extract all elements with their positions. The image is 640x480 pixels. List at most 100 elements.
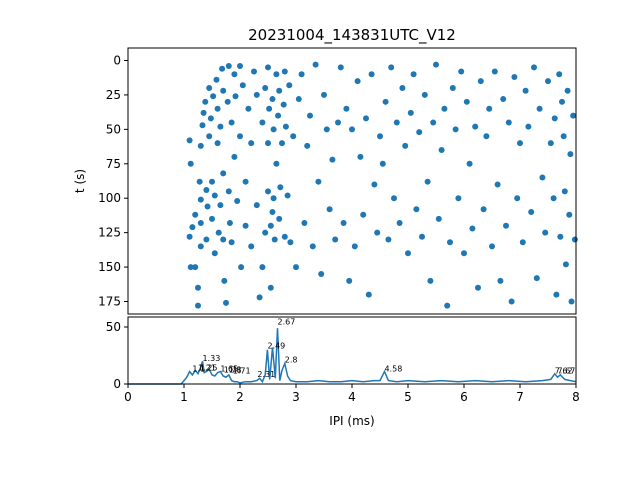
raster-point bbox=[477, 78, 484, 85]
raster-point bbox=[220, 236, 227, 243]
raster-point bbox=[391, 195, 397, 202]
raster-point bbox=[435, 215, 442, 222]
ipi-peak-annotations: 1.11.331.211.25 1.651.711.81.71 2.49 2.31 2.… bbox=[192, 318, 575, 379]
raster-point bbox=[567, 151, 574, 158]
raster-point bbox=[553, 291, 560, 298]
raster-point bbox=[192, 264, 199, 271]
ipi-x-ticks: 0 1 2 3 4 5 6 7 8 bbox=[124, 384, 580, 404]
raster-point bbox=[269, 208, 276, 215]
ipi-peak-label: 7.67 bbox=[558, 367, 576, 376]
raster-point bbox=[318, 270, 325, 277]
raster-point bbox=[486, 105, 493, 112]
raster-point bbox=[301, 220, 308, 227]
raster-point bbox=[214, 105, 221, 112]
raster-point bbox=[197, 243, 204, 250]
raster-point bbox=[539, 174, 546, 181]
raster-point bbox=[262, 85, 269, 92]
raster-point bbox=[517, 140, 523, 147]
raster-point bbox=[374, 229, 381, 236]
raster-point bbox=[197, 196, 204, 203]
raster-point bbox=[556, 71, 563, 78]
raster-point bbox=[514, 195, 521, 202]
raster-point bbox=[441, 105, 448, 112]
raster-point bbox=[279, 140, 285, 147]
raster-point bbox=[547, 140, 554, 147]
raster-point bbox=[405, 250, 411, 257]
raster-point bbox=[312, 61, 319, 68]
raster-point bbox=[399, 85, 406, 92]
raster-point bbox=[269, 96, 276, 103]
raster-point bbox=[568, 298, 575, 305]
raster-point bbox=[351, 243, 358, 250]
raster-point bbox=[326, 206, 333, 213]
raster-point bbox=[202, 98, 209, 105]
raster-point bbox=[533, 275, 540, 282]
raster-point bbox=[267, 222, 274, 229]
raster-point bbox=[561, 188, 568, 195]
raster-point bbox=[455, 195, 462, 202]
raster-point bbox=[531, 64, 537, 71]
raster-point bbox=[200, 109, 207, 116]
raster-point bbox=[323, 126, 330, 133]
raster-point bbox=[407, 109, 414, 116]
raster-point bbox=[253, 91, 260, 98]
raster-point bbox=[276, 215, 283, 222]
raster-point bbox=[273, 160, 280, 167]
raster-point bbox=[195, 284, 201, 291]
raster-point bbox=[199, 122, 206, 129]
raster-point bbox=[248, 140, 255, 147]
raster-point bbox=[528, 208, 535, 215]
raster-point bbox=[449, 85, 456, 92]
raster-point bbox=[231, 153, 238, 160]
raster-point bbox=[503, 222, 509, 229]
raster-point bbox=[396, 220, 403, 227]
raster-point bbox=[196, 178, 203, 185]
ipi-x-tick-label: 3 bbox=[292, 390, 300, 404]
raster-point bbox=[494, 181, 501, 188]
raster-point bbox=[360, 211, 367, 218]
raster-point bbox=[242, 178, 249, 185]
raster-point bbox=[223, 299, 229, 306]
raster-point bbox=[209, 215, 215, 222]
ipi-x-tick-label: 4 bbox=[348, 390, 356, 404]
raster-point bbox=[511, 74, 518, 81]
raster-point bbox=[508, 298, 515, 305]
raster-point bbox=[238, 264, 245, 271]
raster-point bbox=[433, 61, 439, 68]
raster-point bbox=[491, 68, 498, 75]
raster-point bbox=[346, 277, 353, 284]
raster-point bbox=[489, 243, 495, 250]
raster-point bbox=[186, 137, 193, 144]
raster-y-tick-label: 175 bbox=[98, 295, 121, 309]
raster-point bbox=[388, 64, 395, 71]
raster-point bbox=[525, 123, 532, 130]
ipi-peak-label: 2.8 bbox=[285, 355, 298, 364]
raster-point bbox=[239, 82, 246, 89]
raster-point bbox=[204, 203, 211, 210]
raster-point bbox=[221, 277, 228, 284]
ipi-x-axis-label: IPI (ms) bbox=[329, 414, 374, 428]
raster-point bbox=[186, 233, 193, 240]
raster-point bbox=[430, 119, 437, 126]
raster-point bbox=[217, 202, 224, 209]
raster-y-axis-label: t (s) bbox=[73, 169, 87, 193]
raster-point bbox=[379, 160, 386, 167]
raster-point bbox=[237, 63, 243, 70]
raster-y-tick-label: 50 bbox=[106, 122, 121, 136]
raster-point bbox=[421, 91, 428, 98]
raster-point bbox=[542, 229, 549, 236]
raster-point bbox=[217, 123, 224, 130]
raster-point bbox=[206, 133, 213, 140]
raster-y-tick-label: 125 bbox=[98, 226, 121, 240]
raster-point bbox=[469, 225, 476, 232]
raster-point bbox=[286, 82, 293, 89]
raster-point bbox=[545, 78, 551, 85]
raster-point bbox=[234, 197, 241, 204]
raster-point bbox=[282, 123, 289, 130]
raster-point bbox=[571, 236, 578, 243]
raster-point bbox=[219, 65, 226, 72]
raster-point bbox=[211, 250, 218, 257]
raster-y-tick-label: 150 bbox=[98, 260, 121, 274]
ipi-peak-label: 1.25 bbox=[200, 363, 218, 372]
